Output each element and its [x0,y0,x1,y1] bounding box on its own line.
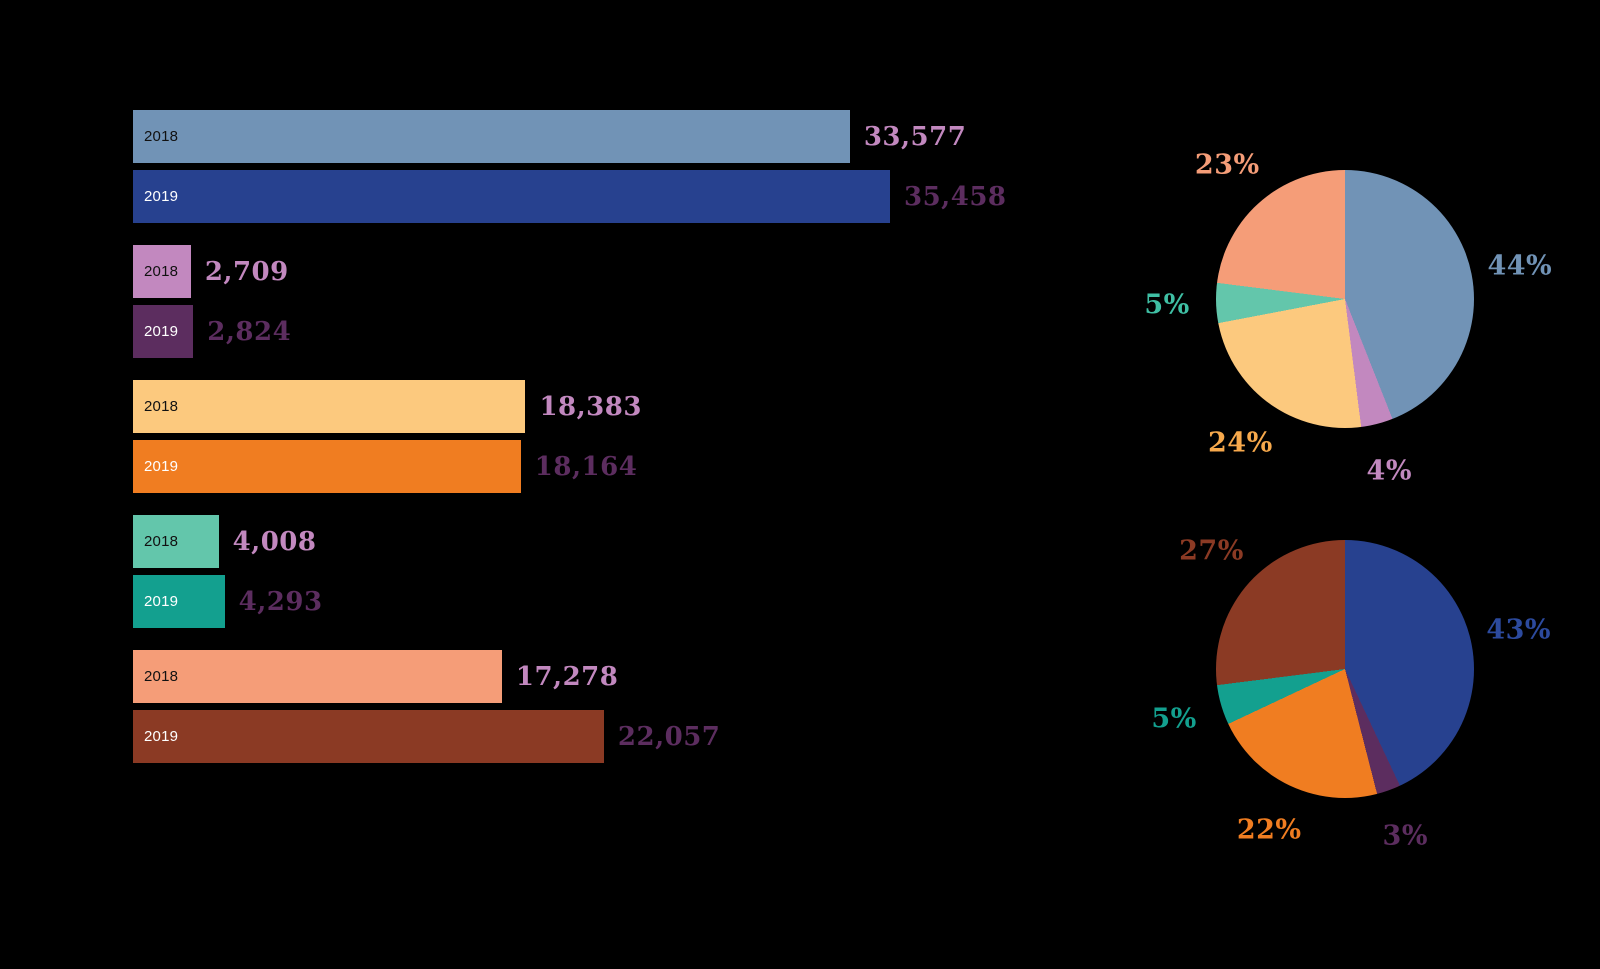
bar-year-label: 2019 [144,188,179,205]
pie-chart-2018-slice-label: 23% [1194,149,1260,181]
pie-chart-2018-circle [1216,170,1474,428]
bar-value-label: 18,383 [539,391,642,422]
bar-value-label: 4,293 [238,586,323,617]
bar-year-label: 2018 [144,263,179,280]
pie-chart-2019-slice-label: 22% [1236,814,1302,846]
bar-value-label: 2,824 [207,316,292,347]
bar-row-2019: 2019 4,293 [133,575,1073,628]
bar-row-2019: 2019 22,057 [133,710,1073,763]
bar-year-label: 2018 [144,398,179,415]
bar-group-4: 2018 4,008 2019 4,293 [133,515,1073,628]
bar-year-label: 2019 [144,728,179,745]
bar-group-3: 2018 18,383 2019 18,164 [133,380,1073,493]
pie-chart-2018-slice-label: 4% [1366,455,1412,487]
bar-row-2018: 2018 33,577 [133,110,1073,163]
bar-2019: 2019 [133,575,225,628]
bar-group-2: 2018 2,709 2019 2,824 [133,245,1073,358]
bar-2018: 2018 [133,515,219,568]
pie-chart-2019-slice-label: 5% [1151,703,1197,735]
bar-row-2019: 2019 18,164 [133,440,1073,493]
pie-chart-2019-slice-label: 3% [1382,820,1429,852]
pie-chart-2018-slice-label: 24% [1208,427,1273,459]
bar-row-2018: 2018 4,008 [133,515,1073,568]
bar-year-label: 2019 [144,323,179,340]
bar-value-label: 22,057 [617,721,721,752]
bar-year-label: 2019 [144,593,179,610]
bar-value-label: 33,577 [863,121,967,152]
pie-chart-2018-slice-label: 44% [1487,250,1553,282]
bar-2018: 2018 [133,380,526,433]
bar-2018: 2018 [133,245,191,298]
bar-2019: 2019 [133,710,604,763]
bar-row-2018: 2018 17,278 [133,650,1073,703]
bar-2018: 2018 [133,110,850,163]
bar-group-5: 2018 17,278 2019 22,057 [133,650,1073,763]
pie-chart-2018-slice-label: 5% [1144,289,1190,321]
bar-year-label: 2018 [144,668,179,685]
pie-chart-2019-slice-label: 43% [1486,614,1552,646]
bar-row-2019: 2019 2,824 [133,305,1073,358]
bar-row-2019: 2019 35,458 [133,170,1073,223]
pie-chart-2019-slice-label: 27% [1179,535,1244,567]
bar-row-2018: 2018 2,709 [133,245,1073,298]
bar-value-label: 18,164 [534,451,638,482]
bar-year-label: 2019 [144,458,179,475]
bar-value-label: 35,458 [904,181,1007,212]
bar-year-label: 2018 [144,128,179,145]
pie-chart-2019-circle [1216,540,1474,798]
bar-2019: 2019 [133,440,521,493]
bar-value-label: 2,709 [204,256,289,287]
bar-year-label: 2018 [144,533,179,550]
bar-row-2018: 2018 18,383 [133,380,1073,433]
bar-value-label: 4,008 [232,526,317,557]
bar-2018: 2018 [133,650,502,703]
bar-group-1: 2018 33,577 2019 35,458 [133,110,1073,223]
bar-2019: 2019 [133,305,194,358]
bar-value-label: 17,278 [515,661,619,692]
grouped-bar-chart: 2018 33,577 2019 35,458 2018 2,709 2019 2,824 20… [133,110,1073,785]
bar-2019: 2019 [133,170,890,223]
